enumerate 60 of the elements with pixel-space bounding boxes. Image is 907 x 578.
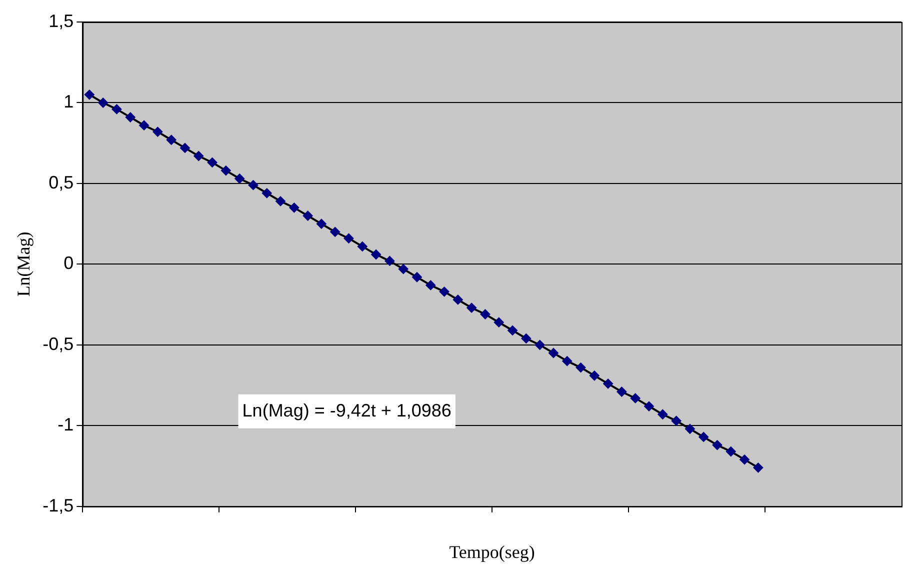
point [562, 356, 572, 366]
y-tick-label: -0,5 [42, 334, 74, 354]
point [753, 462, 764, 473]
point [740, 454, 750, 465]
point [248, 180, 258, 190]
x-axis-title: Tempo(seg) [449, 542, 535, 562]
point [630, 393, 640, 404]
point [262, 188, 272, 198]
point [466, 302, 477, 313]
point [712, 440, 722, 450]
annotation: Ln(Mag) = -9,42t + 1,0986 [242, 400, 452, 420]
point [521, 333, 532, 344]
point [371, 250, 382, 260]
point [576, 362, 586, 373]
point [494, 317, 504, 328]
point [384, 256, 395, 266]
point [139, 120, 150, 130]
point [658, 409, 668, 420]
point [480, 309, 490, 320]
point [698, 432, 709, 442]
y-axis-title: Ln(Mag) [14, 232, 34, 297]
point [603, 378, 614, 389]
y-tick-label: 0 [64, 253, 74, 274]
point [644, 401, 654, 412]
y-tick-label: 1 [64, 92, 74, 112]
point [112, 104, 122, 114]
point [207, 157, 218, 168]
point [589, 370, 600, 381]
point [302, 210, 313, 221]
y-tick-label: 0,5 [48, 172, 74, 192]
point [452, 294, 463, 305]
point [412, 272, 422, 282]
point [125, 112, 136, 122]
y-tick-label: -1,5 [42, 495, 74, 516]
point [152, 126, 163, 137]
point [508, 325, 518, 336]
point [357, 241, 368, 252]
point [84, 90, 94, 100]
point [98, 98, 108, 108]
point [534, 340, 545, 350]
point [426, 280, 436, 290]
point [180, 142, 190, 153]
point [276, 196, 286, 206]
point [289, 202, 300, 213]
point [166, 134, 176, 145]
point [330, 226, 340, 237]
point [439, 286, 450, 297]
point [220, 166, 231, 176]
point [398, 264, 408, 274]
point [316, 218, 326, 229]
y-tick-label: 1,5 [48, 10, 74, 31]
point [684, 424, 695, 434]
point [344, 233, 354, 244]
y-tick-label: -1 [58, 414, 74, 435]
point [616, 386, 627, 397]
point [194, 151, 204, 162]
point [548, 348, 558, 358]
point [234, 174, 245, 184]
point [726, 446, 736, 456]
point [671, 416, 682, 426]
